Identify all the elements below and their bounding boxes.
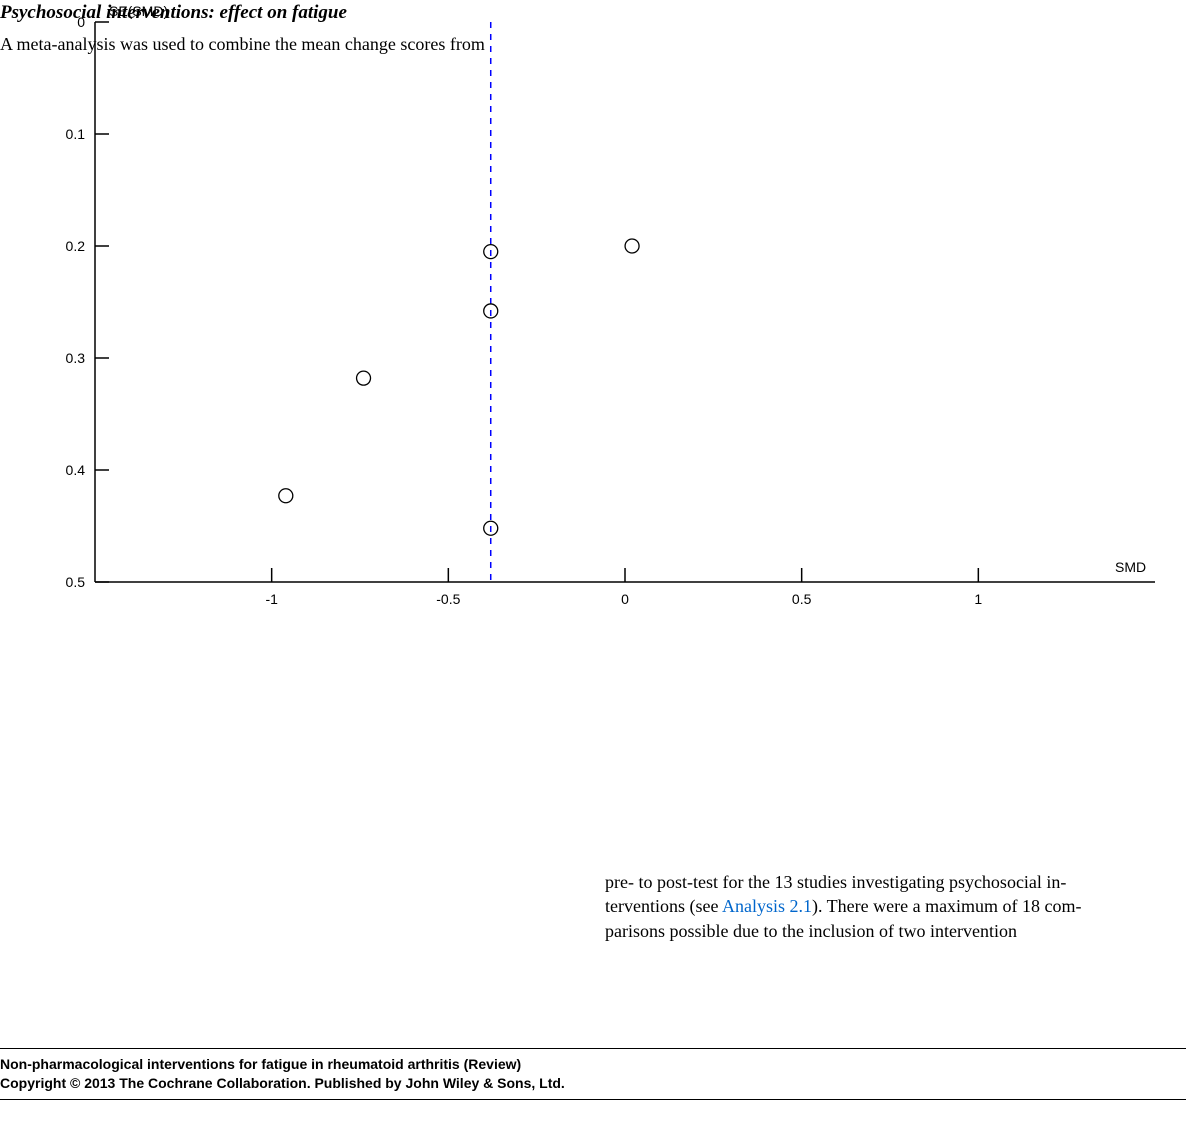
y-tick-label: 0.3 [66,350,86,366]
footer-line1: Non-pharmacological interventions for fa… [0,1055,1186,1074]
footer-line2: Copyright © 2013 The Cochrane Collaborat… [0,1074,1186,1093]
x-tick-label: 0.5 [792,591,812,607]
y-tick-label: 0.1 [66,126,86,142]
footer-rule-bottom [0,1099,1186,1100]
scatter-point [357,371,371,385]
left-col-body: A meta-analysis was used to combine the … [0,34,485,54]
page-footer: Non-pharmacological interventions for fa… [0,1048,1186,1106]
y-tick-label: 0.5 [66,574,86,590]
x-tick-label: 0 [621,591,629,607]
scatter-point [279,489,293,503]
footer-rule-top [0,1048,1186,1049]
right-line3: parisons possible due to the inclusion o… [605,921,1017,941]
right-line2a: terventions (see [605,896,722,916]
funnel-plot: 00.10.20.30.40.5-1-0.500.51SE(SMD)SMD [0,0,1186,645]
x-tick-label: 1 [974,591,982,607]
funnel-plot-svg: 00.10.20.30.40.5-1-0.500.51SE(SMD)SMD [0,0,1186,640]
y-tick-label: 0.4 [66,462,86,478]
page-root: 00.10.20.30.40.5-1-0.500.51SE(SMD)SMD Ps… [0,0,1186,1132]
right-line1: pre- to post-test for the 13 studies inv… [605,872,1066,892]
y-tick-label: 0.2 [66,238,86,254]
x-tick-label: -1 [265,591,278,607]
x-tick-label: -0.5 [436,591,460,607]
scatter-point [625,239,639,253]
right-text-column: pre- to post-test for the 13 studies inv… [605,870,1186,943]
right-line2b: ). There were a maximum of 18 com- [812,896,1082,916]
x-axis-label: SMD [1115,559,1146,575]
left-col-title: Psychosocial interventions: effect on fa… [0,0,575,26]
left-text-column: Psychosocial interventions: effect on fa… [0,0,575,56]
analysis-link[interactable]: Analysis 2.1 [722,896,812,916]
